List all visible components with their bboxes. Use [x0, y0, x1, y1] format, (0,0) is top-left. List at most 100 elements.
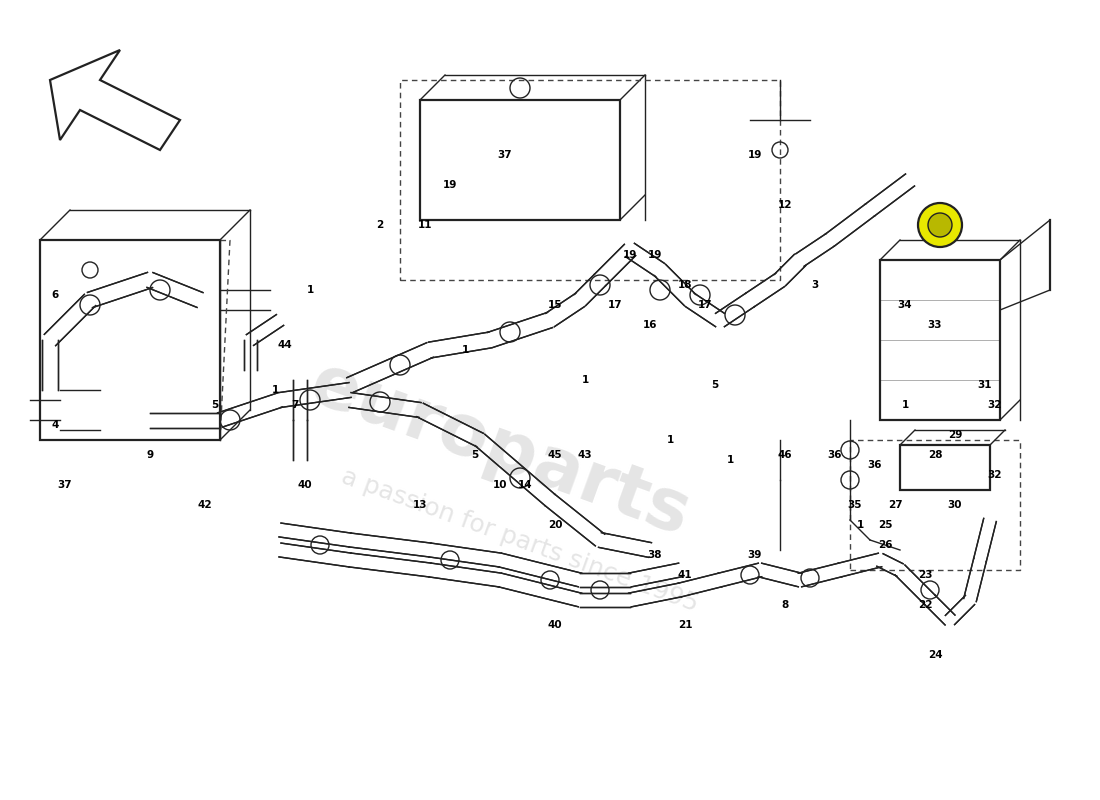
Text: 40: 40 [298, 480, 312, 490]
Polygon shape [685, 294, 725, 326]
Text: 8: 8 [781, 600, 789, 610]
Text: 19: 19 [623, 250, 637, 260]
Polygon shape [866, 174, 914, 216]
Text: 2: 2 [376, 220, 384, 230]
Polygon shape [628, 563, 681, 587]
Circle shape [918, 203, 962, 247]
Polygon shape [243, 340, 256, 370]
Polygon shape [246, 314, 284, 346]
Polygon shape [746, 274, 784, 306]
Text: 41: 41 [678, 570, 692, 580]
Polygon shape [279, 382, 351, 407]
Text: 22: 22 [917, 600, 933, 610]
Polygon shape [628, 583, 681, 607]
Polygon shape [546, 494, 605, 546]
Text: 13: 13 [412, 500, 427, 510]
Polygon shape [795, 234, 834, 266]
Text: 16: 16 [642, 320, 658, 330]
Text: 9: 9 [146, 450, 154, 460]
Polygon shape [147, 273, 204, 307]
Text: 23: 23 [917, 570, 933, 580]
Polygon shape [594, 244, 636, 286]
Text: 26: 26 [878, 540, 892, 550]
Text: 38: 38 [648, 550, 662, 560]
Polygon shape [279, 523, 351, 547]
Polygon shape [598, 533, 651, 558]
Polygon shape [349, 553, 431, 577]
Text: 45: 45 [548, 450, 562, 460]
Text: 1: 1 [307, 285, 314, 295]
Polygon shape [799, 563, 842, 586]
Polygon shape [877, 554, 903, 576]
Text: 1: 1 [901, 400, 909, 410]
Polygon shape [218, 393, 283, 427]
Text: 19: 19 [443, 180, 458, 190]
Text: 39: 39 [748, 550, 762, 560]
Polygon shape [580, 573, 630, 587]
Text: 44: 44 [277, 340, 293, 350]
Text: 1: 1 [667, 435, 673, 445]
Text: 20: 20 [548, 520, 562, 530]
Polygon shape [964, 558, 987, 602]
Text: 10: 10 [493, 480, 507, 490]
Text: 42: 42 [198, 500, 212, 510]
Text: 29: 29 [948, 430, 962, 440]
Polygon shape [679, 574, 722, 597]
Text: 6: 6 [52, 290, 58, 300]
Polygon shape [429, 543, 500, 567]
Polygon shape [498, 554, 582, 586]
Polygon shape [498, 574, 582, 606]
Text: 33: 33 [927, 320, 943, 330]
Text: 25: 25 [878, 520, 892, 530]
Polygon shape [487, 313, 552, 347]
Polygon shape [429, 332, 492, 358]
Text: 1: 1 [272, 385, 278, 395]
Polygon shape [349, 533, 431, 557]
Text: 3: 3 [812, 280, 818, 290]
Polygon shape [758, 563, 802, 586]
Text: 19: 19 [748, 150, 762, 160]
Polygon shape [42, 340, 58, 390]
Text: a passion for parts since 1995: a passion for parts since 1995 [338, 464, 702, 616]
Text: 1: 1 [857, 520, 864, 530]
Text: 40: 40 [548, 620, 562, 630]
Polygon shape [546, 294, 584, 326]
Text: 32: 32 [988, 400, 1002, 410]
Text: 32: 32 [988, 470, 1002, 480]
Polygon shape [774, 254, 805, 286]
Text: 1: 1 [582, 375, 588, 385]
Polygon shape [574, 274, 606, 306]
Text: 28: 28 [927, 450, 943, 460]
Polygon shape [654, 264, 695, 306]
Polygon shape [293, 420, 307, 460]
Text: 1: 1 [726, 455, 734, 465]
Text: 11: 11 [418, 220, 432, 230]
Polygon shape [716, 294, 755, 326]
Text: 18: 18 [678, 280, 692, 290]
Text: 5: 5 [712, 380, 718, 390]
Polygon shape [925, 595, 955, 625]
Text: 37: 37 [57, 480, 73, 490]
Polygon shape [417, 403, 483, 446]
Text: 37: 37 [497, 150, 513, 160]
Polygon shape [895, 565, 935, 605]
Text: 5: 5 [211, 400, 219, 410]
Text: 21: 21 [678, 620, 692, 630]
Text: 43: 43 [578, 450, 592, 460]
Polygon shape [626, 243, 664, 277]
Text: 5: 5 [472, 450, 478, 460]
Text: 34: 34 [898, 300, 912, 310]
Text: 31: 31 [978, 380, 992, 390]
Text: 35: 35 [848, 500, 862, 510]
Polygon shape [945, 595, 975, 625]
Text: 17: 17 [607, 300, 623, 310]
Polygon shape [718, 563, 761, 586]
Polygon shape [825, 204, 874, 246]
Polygon shape [279, 543, 351, 567]
Polygon shape [44, 294, 96, 346]
Text: europarts: europarts [300, 350, 700, 550]
Polygon shape [580, 593, 630, 607]
Polygon shape [349, 393, 421, 418]
Text: 30: 30 [948, 500, 962, 510]
Text: 1: 1 [461, 345, 469, 355]
